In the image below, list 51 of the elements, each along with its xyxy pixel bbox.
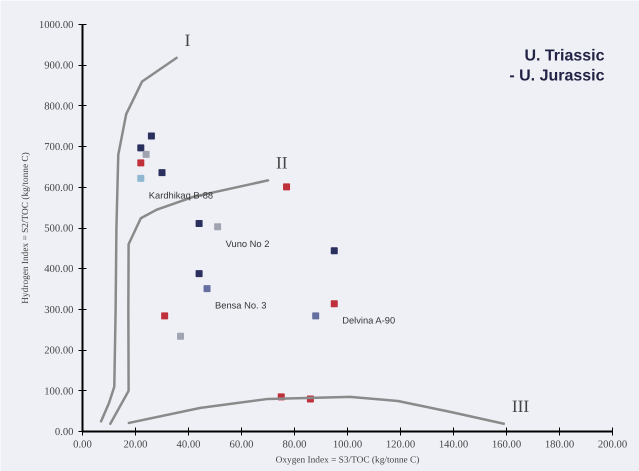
point [330,247,338,254]
annotation: - U. Jurassic [509,68,605,84]
point [137,159,144,166]
x-tick-label: 0.00 [73,440,92,450]
y-tick-label: 600.00 [44,182,74,194]
y-tick-label: 0.00 [54,427,74,438]
x-tick-label: 60.00 [230,440,254,450]
x-axis-title: Oxygen Index = S3/TOC (kg/tonne C) [276,456,420,466]
x-tick-label: 160.00 [492,440,522,450]
y-tick-label: 800.00 [44,101,74,112]
x-tick-label: 100.00 [332,440,362,450]
point [158,169,166,176]
point [196,220,203,228]
point [204,285,211,292]
point [161,312,168,320]
y-tick-label: 200.00 [44,346,74,357]
line-series [128,396,506,426]
point [137,174,144,182]
point [142,150,150,158]
point [330,300,338,308]
y-tick-label: 1000.00 [38,20,74,31]
annotation: U. Triassic [524,48,605,64]
annotation: Delvina A-90 [342,316,396,326]
series-label: III [512,396,530,416]
series-label: II [276,153,288,172]
point [137,144,144,152]
point [214,223,222,230]
point [283,183,290,190]
x-tick-label: 20.00 [124,440,148,450]
x-tick-label: 40.00 [176,440,200,450]
y-tick-label: 100.00 [44,386,74,398]
x-tick-label: 140.00 [438,440,468,450]
annotation: Kardhikaq B-88 [148,190,214,200]
annotation: Bensa No. 3 [215,300,266,311]
annotation: Vuno No 2 [226,238,270,249]
x-tick-label: 180.00 [544,440,574,450]
point [312,312,320,320]
y-tick-label: 500.00 [44,224,74,234]
y-axis-title: Hydrogen Index = S2/TOC (kg/tonne C) [20,152,31,304]
x-tick-label: 80.00 [282,440,306,450]
point [196,270,203,278]
y-tick-label: 400.00 [44,264,74,276]
y-tick-label: 700.00 [44,142,74,154]
x-tick-label: 120.00 [386,440,416,450]
y-tick-label: 900.00 [44,60,74,72]
x-tick-label: 200.00 [598,440,628,450]
line-series [109,179,270,426]
point [148,132,155,140]
point [177,332,184,340]
y-tick-label: 300.00 [44,304,74,316]
series-label: I [184,30,191,50]
